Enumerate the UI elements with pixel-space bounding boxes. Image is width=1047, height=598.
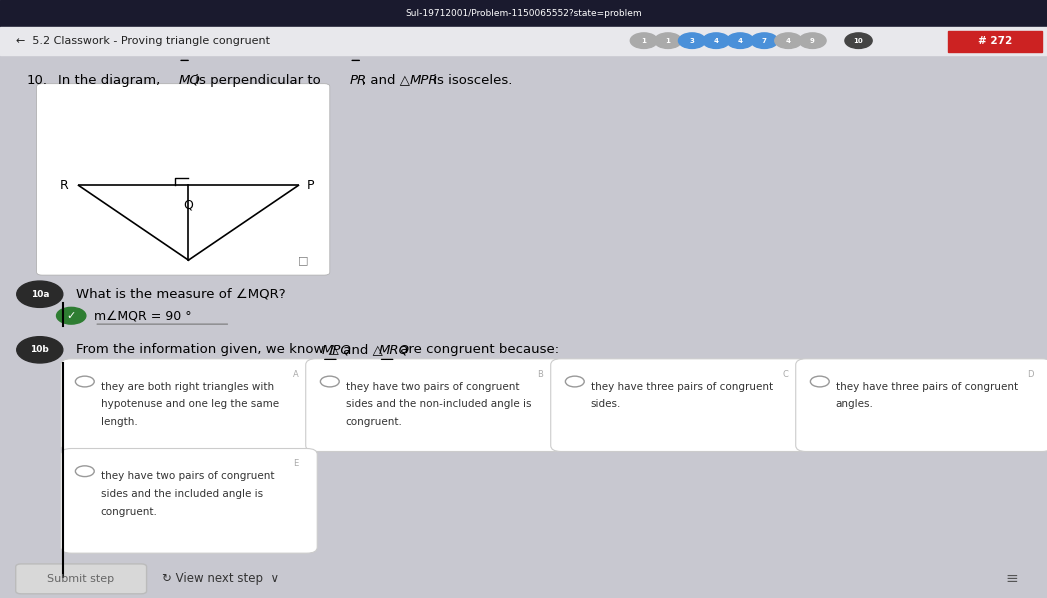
Text: they have two pairs of congruent: they have two pairs of congruent xyxy=(101,471,274,481)
Circle shape xyxy=(75,376,94,387)
Bar xyxy=(0,27,1047,55)
FancyBboxPatch shape xyxy=(37,84,330,275)
Text: A: A xyxy=(293,370,298,379)
Text: MQ: MQ xyxy=(178,74,200,87)
Circle shape xyxy=(654,33,682,48)
Circle shape xyxy=(17,281,63,307)
Text: 4: 4 xyxy=(786,38,790,44)
Text: 10.: 10. xyxy=(26,74,47,87)
Text: and △: and △ xyxy=(339,343,383,356)
Text: C: C xyxy=(782,370,788,379)
Bar xyxy=(0,562,1047,598)
Text: length.: length. xyxy=(101,417,137,428)
Circle shape xyxy=(751,33,778,48)
Circle shape xyxy=(810,376,829,387)
Text: 3: 3 xyxy=(690,38,694,44)
Text: B: B xyxy=(537,370,543,379)
Text: Q: Q xyxy=(183,199,194,212)
FancyBboxPatch shape xyxy=(61,359,317,451)
Text: ←  5.2 Classwork - Proving triangle congruent: ← 5.2 Classwork - Proving triangle congr… xyxy=(16,36,270,45)
Text: 10b: 10b xyxy=(30,345,49,355)
Text: angles.: angles. xyxy=(836,399,873,410)
Text: Submit step: Submit step xyxy=(47,574,114,584)
Circle shape xyxy=(727,33,754,48)
Text: 1: 1 xyxy=(666,38,670,44)
Circle shape xyxy=(320,376,339,387)
Text: Sul-19712001/Problem-1150065552?state=problem: Sul-19712001/Problem-1150065552?state=pr… xyxy=(405,9,642,19)
Circle shape xyxy=(775,33,802,48)
Text: # 272: # 272 xyxy=(978,36,1011,45)
Circle shape xyxy=(703,33,730,48)
Text: they have three pairs of congruent: they have three pairs of congruent xyxy=(836,382,1018,392)
Text: sides and the included angle is: sides and the included angle is xyxy=(101,489,263,499)
Text: PR: PR xyxy=(350,74,366,87)
Text: they are both right triangles with: they are both right triangles with xyxy=(101,382,273,392)
Text: are congruent because:: are congruent because: xyxy=(396,343,559,356)
Text: 1: 1 xyxy=(642,38,646,44)
FancyBboxPatch shape xyxy=(306,359,562,451)
Bar xyxy=(0,0,1047,27)
Text: sides.: sides. xyxy=(591,399,621,410)
FancyBboxPatch shape xyxy=(16,564,147,594)
Text: they have two pairs of congruent: they have two pairs of congruent xyxy=(346,382,519,392)
Text: R: R xyxy=(60,179,68,192)
Text: 10: 10 xyxy=(853,38,864,44)
Circle shape xyxy=(565,376,584,387)
Text: ≡: ≡ xyxy=(1005,571,1018,587)
Circle shape xyxy=(75,466,94,477)
Text: , and △: , and △ xyxy=(362,74,410,87)
Circle shape xyxy=(17,337,63,363)
Text: MPQ: MPQ xyxy=(321,343,352,356)
Text: is isosceles.: is isosceles. xyxy=(429,74,512,87)
Circle shape xyxy=(799,33,826,48)
Text: ↻ View next step  ∨: ↻ View next step ∨ xyxy=(162,572,280,585)
FancyBboxPatch shape xyxy=(796,359,1047,451)
Text: 10a: 10a xyxy=(30,289,49,299)
Text: 7: 7 xyxy=(762,38,766,44)
Circle shape xyxy=(57,307,86,324)
Circle shape xyxy=(630,33,658,48)
Text: congruent.: congruent. xyxy=(346,417,402,428)
Text: 4: 4 xyxy=(738,38,742,44)
Text: 9: 9 xyxy=(810,38,815,44)
Text: What is the measure of ∠MQR?: What is the measure of ∠MQR? xyxy=(76,288,286,301)
Text: MRQ: MRQ xyxy=(379,343,409,356)
Text: ✓: ✓ xyxy=(67,311,75,321)
Text: MPR: MPR xyxy=(409,74,439,87)
Text: 4: 4 xyxy=(714,38,718,44)
Text: m∠MQR = 90 °: m∠MQR = 90 ° xyxy=(94,309,192,322)
Bar xyxy=(948,31,1042,52)
FancyBboxPatch shape xyxy=(551,359,807,451)
Text: D: D xyxy=(1027,370,1033,379)
Text: sides and the non-included angle is: sides and the non-included angle is xyxy=(346,399,531,410)
Text: hypotenuse and one leg the same: hypotenuse and one leg the same xyxy=(101,399,279,410)
Text: they have three pairs of congruent: they have three pairs of congruent xyxy=(591,382,773,392)
Circle shape xyxy=(845,33,872,48)
Text: From the information given, we know △: From the information given, we know △ xyxy=(76,343,339,356)
Text: □: □ xyxy=(298,255,309,265)
Circle shape xyxy=(678,33,706,48)
Text: E: E xyxy=(293,459,298,468)
Text: congruent.: congruent. xyxy=(101,507,157,517)
Text: In the diagram,: In the diagram, xyxy=(58,74,164,87)
Text: P: P xyxy=(307,179,314,192)
Text: is perpendicular to: is perpendicular to xyxy=(191,74,325,87)
FancyBboxPatch shape xyxy=(61,448,317,553)
